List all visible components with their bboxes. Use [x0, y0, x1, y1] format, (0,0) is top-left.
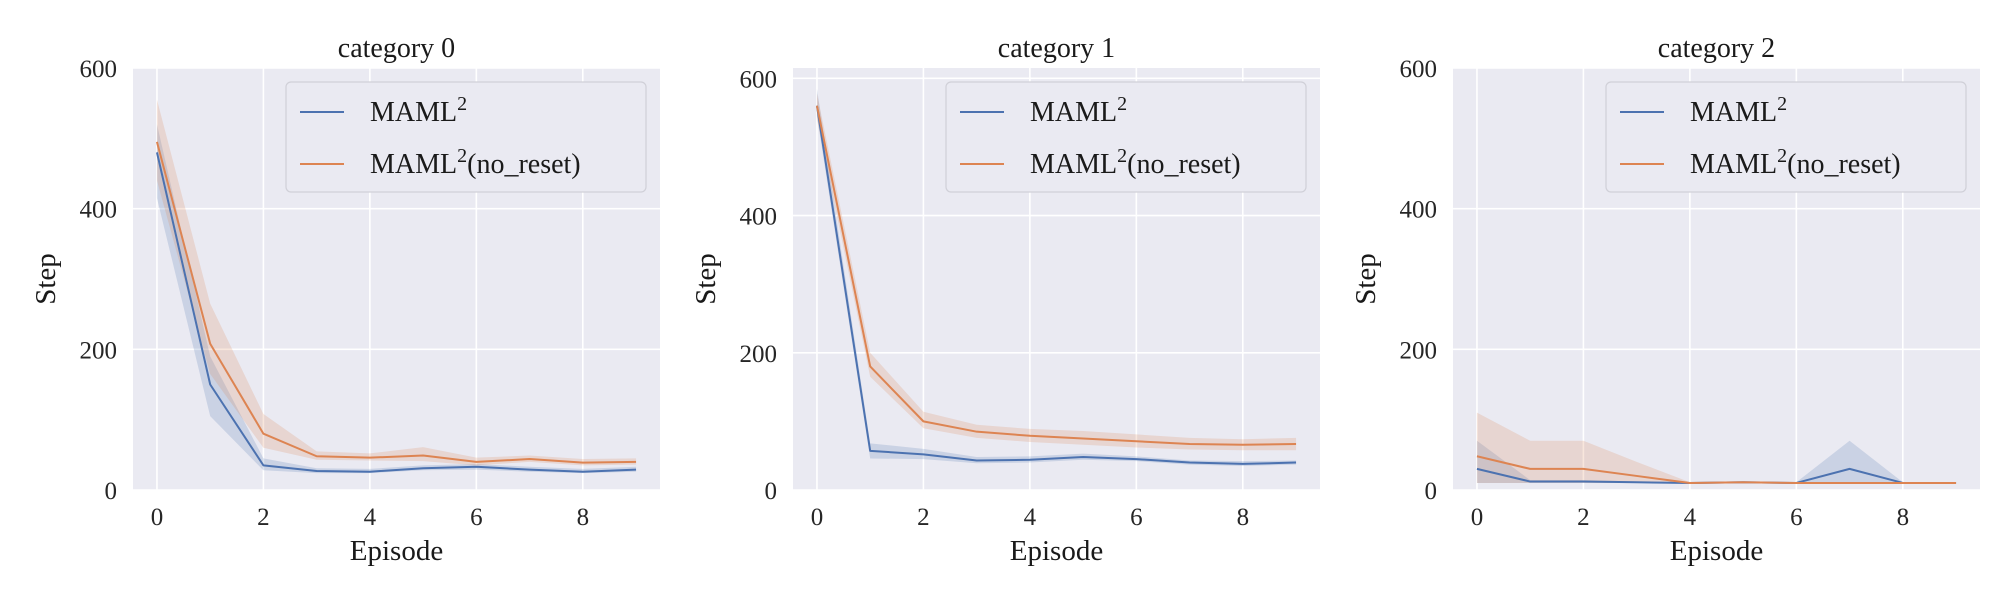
x-tick-label: 2 — [1577, 504, 1590, 531]
x-tick-label: 6 — [470, 504, 483, 531]
legend-label-series-1: MAML2(no_reset) — [370, 145, 581, 180]
x-tick-label: 4 — [1684, 504, 1697, 531]
x-tick-label: 2 — [257, 504, 270, 531]
chart-title: category 2 — [1658, 33, 1775, 64]
series-line-1 — [1476, 455, 1957, 484]
legend-box — [1605, 81, 1967, 193]
legend-label-series-0: MAML2 — [1690, 93, 1787, 128]
legend-label-series-1: MAML2(no_reset) — [1030, 145, 1241, 180]
x-tick-label: 2 — [917, 504, 930, 531]
chart-panel-0: 0 2 4 6 8 0 200 400 600 category 0 Episode Step MAML… — [30, 33, 660, 567]
x-tick-label: 6 — [1790, 504, 1803, 531]
x-axis-label: Episode — [1670, 535, 1763, 567]
y-tick-label: 600 — [1400, 56, 1438, 83]
chart-title: category 1 — [998, 33, 1115, 64]
chart-panel-1: 0 2 4 6 8 0 200 400 600 category 1 Episode Step MAML… — [690, 33, 1320, 567]
x-tick-label: 4 — [364, 504, 377, 531]
series-line-1 — [815, 105, 1297, 446]
series-line-0 — [155, 152, 637, 473]
x-tick-label: 0 — [151, 504, 164, 531]
x-tick-label: 8 — [1897, 504, 1910, 531]
x-tick-label: 8 — [1237, 504, 1250, 531]
series-line-0 — [815, 105, 1297, 465]
y-tick-label: 400 — [1400, 197, 1438, 224]
legend-label-series-0: MAML2 — [1030, 93, 1127, 128]
confidence-band-series-1 — [1476, 412, 1957, 483]
x-tick-label: 0 — [1471, 504, 1484, 531]
x-tick-label: 6 — [1130, 504, 1143, 531]
legend-box — [945, 81, 1307, 193]
y-axis-label: Step — [690, 253, 722, 305]
legend: MAML2 MAML2(no_reset) — [945, 81, 1307, 193]
chart-panel-2: 0 2 4 6 8 0 200 400 600 category 2 Episode Step MAML… — [1350, 33, 1980, 567]
y-tick-label: 600 — [80, 56, 118, 83]
x-tick-label: 4 — [1024, 504, 1037, 531]
legend: MAML2 MAML2(no_reset) — [285, 81, 647, 193]
legend-box — [285, 81, 647, 193]
chart-title: category 0 — [338, 33, 455, 64]
legend: MAML2 MAML2(no_reset) — [1605, 81, 1967, 193]
y-tick-label: 400 — [740, 204, 778, 231]
y-tick-label: 600 — [740, 66, 778, 93]
legend-label-series-1: MAML2(no_reset) — [1690, 145, 1901, 180]
y-tick-label: 200 — [80, 337, 118, 364]
x-axis-label: Episode — [1010, 535, 1103, 567]
x-tick-label: 0 — [811, 504, 824, 531]
y-axis-label: Step — [1350, 253, 1382, 305]
y-tick-label: 200 — [1400, 337, 1438, 364]
x-axis-label: Episode — [350, 535, 443, 567]
legend-label-series-0: MAML2 — [370, 93, 467, 128]
y-tick-label: 200 — [740, 341, 778, 368]
y-tick-label: 0 — [105, 478, 118, 505]
y-tick-label: 0 — [765, 478, 778, 505]
y-axis-label: Step — [30, 253, 62, 305]
y-tick-label: 400 — [80, 197, 118, 224]
y-tick-label: 0 — [1425, 478, 1438, 505]
x-tick-label: 8 — [577, 504, 590, 531]
series-line-1 — [155, 141, 637, 464]
